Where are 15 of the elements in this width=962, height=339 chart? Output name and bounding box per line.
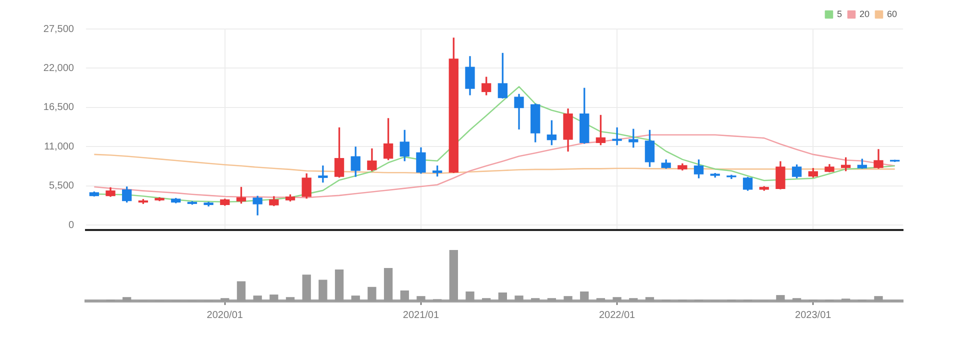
x-tick-label: 2023/01 bbox=[795, 310, 832, 321]
y-tick-label: 16,500 bbox=[43, 102, 74, 114]
legend-label: 60 bbox=[886, 8, 898, 19]
legend-label: 20 bbox=[859, 8, 870, 19]
y-tick-label: 0 bbox=[68, 220, 74, 231]
x-tick-label: 2021/01 bbox=[402, 310, 440, 321]
candlestick bbox=[612, 127, 622, 146]
x-tick-label: 2020/01 bbox=[206, 310, 244, 321]
candlestick bbox=[318, 166, 328, 183]
y-tick-label: 5,500 bbox=[48, 180, 74, 192]
y-tick-label: 27,500 bbox=[43, 24, 74, 35]
y-tick-label: 22,000 bbox=[43, 62, 74, 74]
legend-label: 5 bbox=[836, 8, 842, 19]
x-tick-label: 2022/01 bbox=[598, 310, 636, 321]
y-tick-label: 11,000 bbox=[44, 141, 74, 152]
